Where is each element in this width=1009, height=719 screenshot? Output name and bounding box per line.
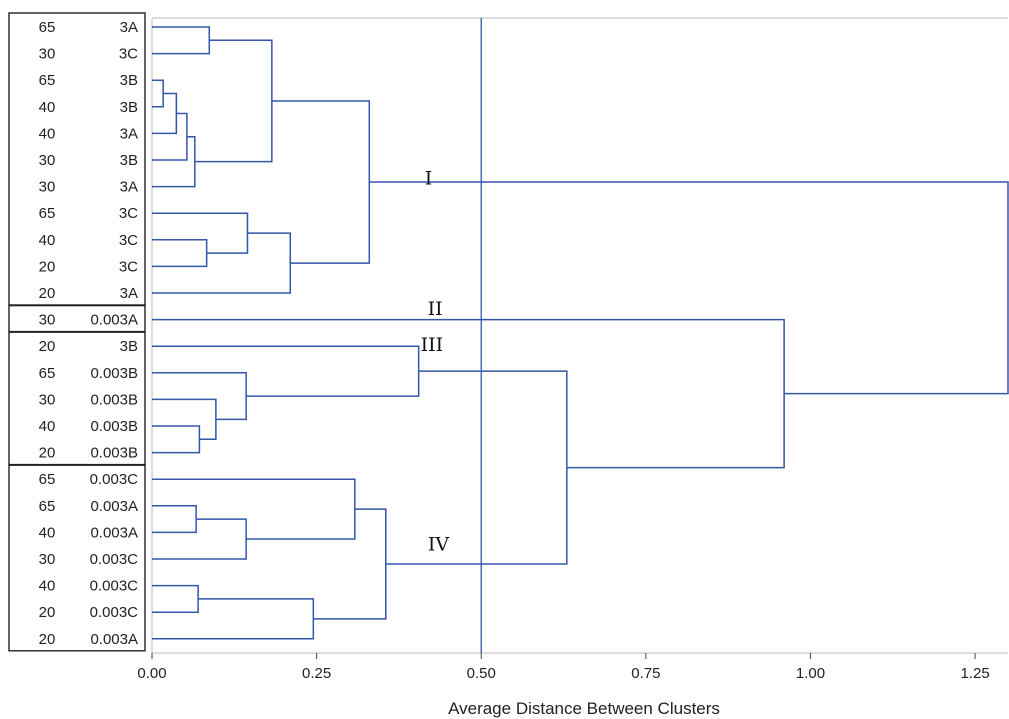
plot-frame <box>151 17 1008 654</box>
leaf-label-temp: 30 <box>39 46 56 63</box>
leaf-label-code: 3C <box>119 46 138 63</box>
leaf-label-temp: 20 <box>39 338 56 355</box>
cluster-label-4: IV <box>428 533 450 555</box>
dendrogram-link-G <box>152 239 208 268</box>
dendrogram-link-U <box>313 508 387 620</box>
leaf-label-code: 3C <box>119 232 138 249</box>
cluster-label-1: I <box>425 168 433 190</box>
dendrogram-link-O <box>152 345 420 397</box>
leaf-label-temp: 40 <box>39 524 56 541</box>
dendrogram-link-E <box>152 26 211 55</box>
leaf-label-temp: 30 <box>39 551 56 568</box>
dendrogram-link-H <box>152 212 249 254</box>
leaf-label-code: 0.003A <box>90 631 138 648</box>
leaf-label-code: 3B <box>120 99 138 116</box>
dendrogram-link-V <box>385 370 568 565</box>
leaf-label-code: 0.003C <box>90 578 139 595</box>
x-tick-label: 0.75 <box>631 665 660 682</box>
x-tick-label: 1.00 <box>796 665 825 682</box>
leaf-label-temp: 65 <box>39 365 56 382</box>
dendrogram-link-C <box>152 112 188 161</box>
leaf-label-code: 3A <box>120 125 138 142</box>
leaf-label-temp: 20 <box>39 604 56 621</box>
dendrogram-link-B <box>152 92 178 135</box>
leaf-label-code: 0.003B <box>90 445 138 462</box>
dendrogram-link-K <box>271 100 371 264</box>
x-axis-label: Average Distance Between Clusters <box>448 699 720 718</box>
leaf-label-temp: 40 <box>39 578 56 595</box>
leaf-label-temp: 20 <box>39 631 56 648</box>
cluster-label-3: III <box>421 334 444 356</box>
leaf-label-temp: 20 <box>39 258 56 275</box>
x-tick-label: 1.25 <box>960 665 989 682</box>
leaf-label-temp: 65 <box>39 19 56 36</box>
x-tick-label: 0.00 <box>137 665 166 682</box>
leaf-label-temp: 30 <box>39 179 56 196</box>
leaf-label-code: 3A <box>120 179 138 196</box>
dendrogram-link-D <box>152 135 196 188</box>
x-axis: 0.00 0.25 0.50 0.75 1.00 1.25 <box>137 653 990 682</box>
cluster-label-2: II <box>428 298 443 320</box>
leaf-labels: 65 3A 30 3C 65 3B 40 3B 40 3A 30 3B 30 3A 65 3C 40 3C 20 3C… <box>39 19 139 648</box>
dendrogram-link-Q <box>152 518 247 560</box>
dendrogram-link-F <box>194 39 273 163</box>
leaf-label-code: 3B <box>120 338 138 355</box>
leaf-label-code: 0.003C <box>90 551 139 568</box>
dendrogram-link-X <box>369 181 1009 395</box>
leaf-label-code: 3C <box>119 258 138 275</box>
leaf-label-code: 0.003B <box>90 365 138 382</box>
dendrogram-link-L <box>152 425 201 454</box>
dendrogram-link-M <box>152 398 217 441</box>
x-tick-label: 0.50 <box>467 665 496 682</box>
leaf-label-temp: 30 <box>39 391 56 408</box>
dendrogram-link-S <box>152 584 199 613</box>
dendrogram-link-N <box>152 372 247 421</box>
leaf-label-temp: 65 <box>39 72 56 89</box>
dendrogram-links <box>152 26 1009 640</box>
leaf-label-code: 0.003C <box>90 471 139 488</box>
x-tick-label: 0.25 <box>302 665 331 682</box>
leaf-label-temp: 40 <box>39 418 56 435</box>
leaf-label-temp: 20 <box>39 285 56 302</box>
leaf-group-box-4 <box>8 464 146 652</box>
leaf-label-temp: 65 <box>39 498 56 515</box>
leaf-label-code: 0.003A <box>90 498 138 515</box>
leaf-label-code: 3A <box>120 285 138 302</box>
leaf-label-code: 0.003C <box>90 604 139 621</box>
leaf-label-code: 0.003B <box>90 418 138 435</box>
leaf-group-boxes <box>8 12 146 652</box>
leaf-label-code: 0.003B <box>90 391 138 408</box>
dendrogram-link-R <box>152 478 356 540</box>
leaf-label-temp: 40 <box>39 99 56 116</box>
leaf-label-temp: 30 <box>39 152 56 169</box>
leaf-label-temp: 20 <box>39 445 56 462</box>
leaf-label-code: 3B <box>120 152 138 169</box>
leaf-label-code: 3C <box>119 205 138 222</box>
leaf-label-code: 0.003A <box>90 312 138 329</box>
dendrogram-link-T <box>152 598 315 640</box>
leaf-label-temp: 40 <box>39 232 56 249</box>
dendrogram-link-A <box>152 79 164 108</box>
leaf-label-code: 3A <box>120 19 138 36</box>
leaf-label-code: 0.003A <box>90 524 138 541</box>
leaf-label-temp: 65 <box>39 205 56 222</box>
dendrogram-link-P <box>152 505 197 534</box>
leaf-label-code: 3B <box>120 72 138 89</box>
leaf-label-temp: 30 <box>39 312 56 329</box>
dendrogram-link-W <box>152 318 785 469</box>
dendrogram-link-J <box>152 232 292 294</box>
leaf-label-temp: 40 <box>39 125 56 142</box>
leaf-label-temp: 65 <box>39 471 56 488</box>
